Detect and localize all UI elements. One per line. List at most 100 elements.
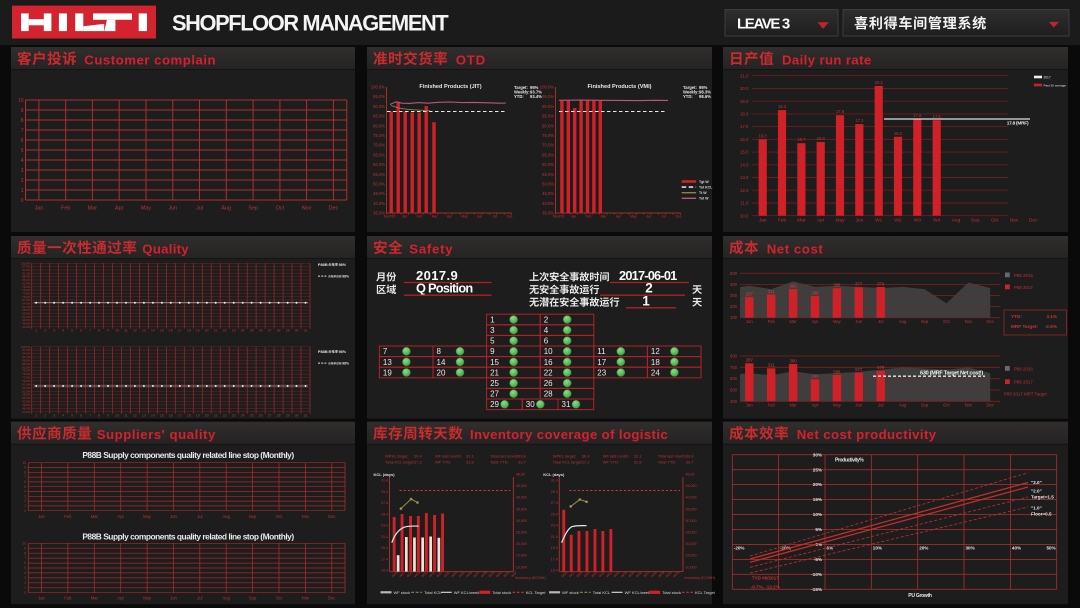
svg-text:2: 2 xyxy=(21,178,24,184)
svg-text:7: 7 xyxy=(89,328,91,332)
svg-text:29: 29 xyxy=(286,413,290,417)
svg-text:Mar: Mar xyxy=(91,596,99,601)
svg-text:9: 9 xyxy=(490,347,495,356)
svg-text:25,000: 25,000 xyxy=(516,531,527,535)
svg-text:9: 9 xyxy=(24,466,26,470)
svg-text:33.8: 33.8 xyxy=(686,454,695,459)
svg-text:P88B: P88B xyxy=(318,349,328,354)
svg-text:60.0%: 60.0% xyxy=(542,162,554,167)
svg-text:Aug: Aug xyxy=(899,403,907,408)
svg-text:4: 4 xyxy=(62,328,64,332)
svg-text:50.0%: 50.0% xyxy=(373,182,385,187)
svg-text:12: 12 xyxy=(651,347,660,356)
svg-text:31: 31 xyxy=(304,413,308,417)
svg-text:27.4: 27.4 xyxy=(551,501,558,505)
svg-text:65.0%: 65.0% xyxy=(373,152,385,157)
svg-text:Total stock: Total stock xyxy=(662,590,681,595)
svg-text:W33: W33 xyxy=(443,570,451,578)
svg-text:45,000: 45,000 xyxy=(516,484,527,488)
svg-text:Dec: Dec xyxy=(328,596,335,601)
svg-text:27.2: 27.2 xyxy=(414,460,423,465)
svg-text:3: 3 xyxy=(21,168,24,174)
svg-text:May: May xyxy=(141,206,152,212)
svg-text:7: 7 xyxy=(89,413,91,417)
svg-text:1: 1 xyxy=(35,328,37,332)
svg-text:Mar: Mar xyxy=(789,403,797,408)
svg-text:May: May xyxy=(835,218,845,224)
svg-text:7: 7 xyxy=(21,128,24,134)
svg-text:-15%: -15% xyxy=(811,587,822,592)
svg-text:-0.7%, -12.2%: -0.7%, -12.2% xyxy=(751,585,780,590)
svg-text:30.4: 30.4 xyxy=(414,454,423,459)
svg-text:21: 21 xyxy=(214,413,218,417)
svg-text:W27: W27 xyxy=(568,570,576,578)
svg-text:16.0: 16.0 xyxy=(759,133,768,138)
svg-text:Feb: Feb xyxy=(768,403,776,408)
svg-text:7: 7 xyxy=(24,475,26,479)
svg-text:Oct: Oct xyxy=(991,218,999,224)
svg-text:24: 24 xyxy=(241,328,245,332)
svg-text:200: 200 xyxy=(730,304,738,309)
svg-text:15.4: 15.4 xyxy=(551,569,558,573)
svg-text:28: 28 xyxy=(544,390,553,399)
svg-text:15,000: 15,000 xyxy=(516,554,527,558)
svg-text:MRF Target:: MRF Target: xyxy=(1011,324,1038,329)
svg-text:Finished Products (JIT): Finished Products (JIT) xyxy=(419,84,481,90)
svg-text:10%: 10% xyxy=(813,512,822,517)
svg-text:Inventory (KCWH): Inventory (KCWH) xyxy=(515,576,547,580)
svg-text:Aug: Aug xyxy=(222,514,230,519)
svg-text:W41: W41 xyxy=(503,570,511,578)
svg-text:W38: W38 xyxy=(650,570,658,578)
svg-text:82.0%: 82.0% xyxy=(22,365,31,369)
svg-text:61.0%: 61.0% xyxy=(22,389,31,393)
svg-text:W37: W37 xyxy=(473,570,481,578)
svg-text:W26: W26 xyxy=(391,570,399,578)
svg-text:W31: W31 xyxy=(428,570,436,578)
svg-text:Total last month:: Total last month: xyxy=(490,454,519,459)
svg-text:P88B: P88B xyxy=(318,262,328,267)
svg-text:22: 22 xyxy=(223,328,227,332)
svg-text:"3.0": "3.0" xyxy=(1031,480,1042,485)
svg-text:52.0%: 52.0% xyxy=(22,400,31,404)
svg-text:Jan: Jan xyxy=(402,215,408,219)
svg-text:25%: 25% xyxy=(813,467,822,472)
svg-text:16.0: 16.0 xyxy=(740,137,749,142)
svg-text:Apr: Apr xyxy=(117,596,124,601)
svg-text:5: 5 xyxy=(71,328,73,332)
svg-text:Feb: Feb xyxy=(417,215,423,219)
svg-text:W36: W36 xyxy=(465,570,473,578)
svg-text:10: 10 xyxy=(115,328,119,332)
svg-text:Dec: Dec xyxy=(329,206,339,212)
svg-text:12: 12 xyxy=(133,413,137,417)
svg-text:26: 26 xyxy=(259,413,263,417)
svg-text:17.4: 17.4 xyxy=(551,557,558,561)
svg-text:Mar: Mar xyxy=(789,319,797,324)
svg-text:W38: W38 xyxy=(480,570,488,578)
svg-text:100.0%: 100.0% xyxy=(21,261,31,265)
svg-text:4: 4 xyxy=(24,571,26,575)
svg-text:P88 2017: P88 2017 xyxy=(1014,380,1033,385)
svg-text:49.0%: 49.0% xyxy=(22,318,31,322)
svg-text:Mar: Mar xyxy=(797,218,806,224)
svg-text:5: 5 xyxy=(71,413,73,417)
svg-text:27: 27 xyxy=(490,390,499,399)
svg-text:11: 11 xyxy=(124,328,128,332)
svg-text:31.8: 31.8 xyxy=(634,460,643,465)
svg-text:30: 30 xyxy=(295,328,299,332)
svg-text:40,000: 40,000 xyxy=(516,496,527,500)
svg-text:Net cost: Net cost xyxy=(767,241,824,256)
svg-text:311: 311 xyxy=(768,363,775,368)
svg-text:14: 14 xyxy=(437,358,446,367)
svg-text:Aug: Aug xyxy=(221,206,231,212)
svg-text:W31: W31 xyxy=(598,570,606,578)
svg-text:15%: 15% xyxy=(813,497,822,502)
svg-text:Jun: Jun xyxy=(646,215,652,219)
svg-text:Oct: Oct xyxy=(943,319,950,324)
svg-text:W32: W32 xyxy=(436,570,444,578)
svg-text:0%: 0% xyxy=(827,546,834,551)
svg-text:2: 2 xyxy=(24,499,26,503)
svg-text:31.4: 31.4 xyxy=(551,479,558,483)
svg-text:43.0%: 43.0% xyxy=(22,325,31,329)
svg-text:98%: 98% xyxy=(342,274,349,278)
svg-text:Weekly:: Weekly: xyxy=(683,90,699,95)
